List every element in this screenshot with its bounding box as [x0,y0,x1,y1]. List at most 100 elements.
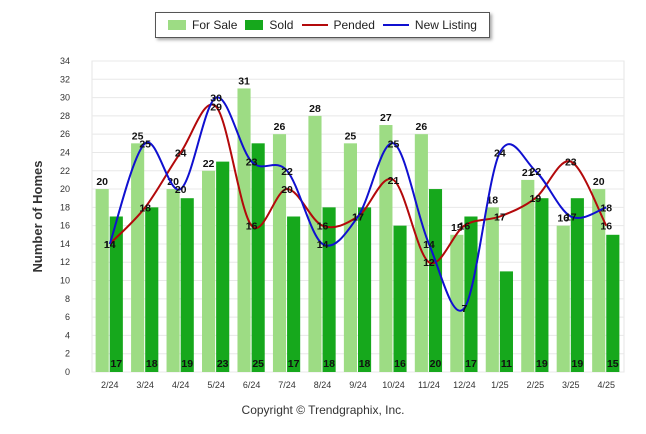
legend-label-for-sale: For Sale [192,18,238,32]
bar-for-sale [308,115,322,372]
bar-sold [428,189,443,372]
data-label-for-sale: 22 [203,158,215,170]
legend-item-pended: Pended [301,18,375,32]
bar-sold [287,216,301,372]
data-label-sold: 20 [430,358,442,370]
data-label-pended: 19 [529,193,541,205]
x-tick-label: 4/25 [598,380,616,390]
y-tick-label: 28 [60,111,70,121]
data-label-for-sale: 15 [451,222,463,234]
legend-swatch-new-listing [382,24,409,26]
bar-sold [358,207,372,372]
y-tick-label: 32 [60,74,70,84]
data-label-new-listing: 25 [139,138,151,150]
data-label-pended: 23 [565,157,577,169]
y-tick-label: 30 [60,93,70,103]
y-tick-label: 22 [60,166,70,176]
data-label-new-listing: 30 [210,93,222,105]
x-tick-label: 2/24 [101,380,119,390]
bar-for-sale [272,134,287,372]
data-label-sold: 16 [394,358,406,370]
data-label-for-sale: 31 [238,75,250,87]
bar-sold [464,216,478,372]
bar-for-sale [166,189,180,372]
data-label-for-sale: 20 [96,176,108,188]
data-label-sold: 11 [501,358,512,370]
data-label-new-listing: 24 [494,147,506,159]
data-label-sold: 25 [252,358,264,370]
y-tick-label: 4 [65,330,70,340]
data-label-new-listing: 22 [529,166,541,178]
data-label-pended: 18 [139,202,151,214]
bar-for-sale [592,189,606,372]
data-label-for-sale: 20 [593,176,605,188]
legend-item-for-sale: For Sale [168,18,237,32]
y-tick-label: 6 [65,312,70,322]
x-tick-label: 1/25 [491,380,509,390]
x-tick-label: 3/24 [136,380,154,390]
y-tick-label: 34 [60,56,70,66]
copyright-text: Copyright © Trendgraphix, Inc. [241,403,405,417]
bar-sold [322,207,336,372]
y-tick-label: 8 [65,294,70,304]
data-label-new-listing: 22 [281,166,293,178]
y-tick-label: 20 [60,184,70,194]
data-label-sold: 17 [110,358,122,370]
y-tick-label: 12 [60,257,70,267]
data-label-for-sale: 25 [132,130,144,142]
data-label-for-sale: 28 [309,103,321,115]
legend-label-new-listing: New Listing [414,18,477,32]
data-label-pended: 16 [317,221,329,233]
bar-for-sale [379,125,393,372]
data-label-for-sale: 16 [557,213,569,225]
bar-for-sale [95,189,109,372]
bar-for-sale [237,88,251,373]
x-tick-label: 11/24 [418,380,440,390]
bar-for-sale [414,134,428,372]
data-label-pended: 17 [494,212,506,224]
data-label-sold: 17 [288,358,300,370]
data-label-pended: 16 [246,221,258,233]
legend-swatch-for-sale [168,20,187,30]
bar-for-sale [485,207,499,372]
y-tick-label: 10 [60,276,70,286]
data-label-new-listing: 25 [388,138,400,150]
data-label-new-listing: 17 [565,212,577,224]
legend-swatch-sold [245,20,264,30]
y-tick-label: 26 [60,129,70,139]
data-label-sold: 19 [536,358,548,370]
legend-label-pended: Pended [333,18,375,32]
x-tick-label: 4/24 [172,380,190,390]
x-tick-label: 8/24 [314,380,332,390]
data-label-new-listing: 17 [352,212,364,224]
x-tick-label: 6/24 [243,380,261,390]
y-tick-label: 16 [60,221,70,231]
data-label-for-sale: 26 [274,121,286,133]
data-label-for-sale: 20 [167,176,179,188]
data-label-for-sale: 18 [486,194,498,206]
chart-legend: For Sale Sold Pended New Listing [155,12,490,38]
series-line-new-listing [108,96,607,312]
bar-for-sale [202,170,216,372]
legend-item-sold: Sold [245,18,293,32]
data-label-for-sale: 25 [345,130,357,142]
y-tick-label: 14 [60,239,70,249]
data-label-pended: 12 [423,257,435,269]
data-label-new-listing: 14 [104,239,116,251]
bar-sold [535,198,549,372]
legend-label-sold: Sold [269,18,294,32]
data-label-new-listing: 14 [317,239,329,251]
x-tick-label: 2/25 [527,380,545,390]
data-label-for-sale: 21 [522,167,534,179]
data-label-sold: 17 [465,358,477,370]
y-tick-label: 18 [60,202,70,212]
data-label-new-listing: 23 [246,157,258,169]
x-tick-label: 7/24 [278,380,296,390]
data-label-sold: 19 [181,358,193,370]
bar-sold [393,225,407,372]
data-label-new-listing: 18 [600,202,612,214]
bar-sold [216,161,230,372]
y-tick-label: 0 [65,367,70,377]
data-label-sold: 18 [146,358,158,370]
bar-sold [109,216,123,372]
